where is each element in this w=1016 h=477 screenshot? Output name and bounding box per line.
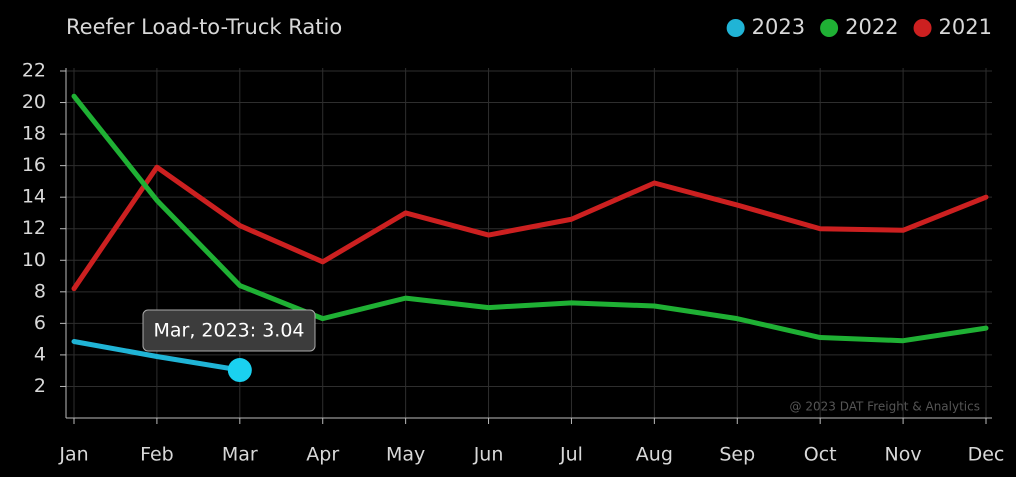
x-tick-label: Oct [804, 444, 837, 466]
y-tick-label: 16 [22, 154, 46, 176]
y-tick-label: 14 [22, 186, 46, 208]
series-line [71, 339, 243, 373]
y-tick-label: 2 [34, 375, 46, 397]
y-tick-label: 22 [22, 60, 46, 82]
legend-marker [820, 19, 839, 37]
y-tick-label: 4 [34, 343, 46, 365]
x-tick-label: Aug [636, 444, 673, 466]
tooltip: Mar, 2023: 3.04 [142, 309, 316, 352]
x-tick-label: Apr [306, 444, 339, 466]
watermark: @ 2023 DAT Freight & Analytics [790, 400, 980, 414]
x-tick-label: May [386, 444, 425, 466]
x-tick-label: Nov [885, 444, 922, 466]
y-tick-label: 10 [22, 249, 46, 271]
x-tick-label: Sep [719, 444, 755, 466]
y-tick-label: 12 [22, 217, 46, 239]
legend-label: 2021 [939, 15, 992, 39]
tooltip-text: Mar, 2023: 3.04 [153, 320, 304, 342]
legend-label: 2022 [845, 15, 898, 39]
x-tick-label: Jun [473, 444, 504, 466]
y-tick-label: 6 [34, 312, 46, 334]
legend-label: 2023 [752, 15, 805, 39]
x-tick-label: Jul [559, 444, 583, 466]
legend-marker [913, 19, 932, 37]
y-tick-label: 8 [34, 280, 46, 302]
highlight-point [227, 358, 252, 383]
x-tick-label: Dec [968, 444, 1005, 466]
y-tick-label: 20 [22, 91, 46, 113]
series-line [71, 93, 989, 344]
chart-title: Reefer Load-to-Truck Ratio [66, 15, 342, 39]
y-tick-label: 18 [22, 123, 46, 145]
x-tick-label: Mar [222, 444, 258, 466]
series-line [71, 164, 989, 292]
tooltip-box [142, 309, 316, 352]
x-tick-label: Feb [140, 444, 174, 466]
legend-marker [726, 19, 745, 37]
x-tick-label: Jan [58, 444, 88, 466]
